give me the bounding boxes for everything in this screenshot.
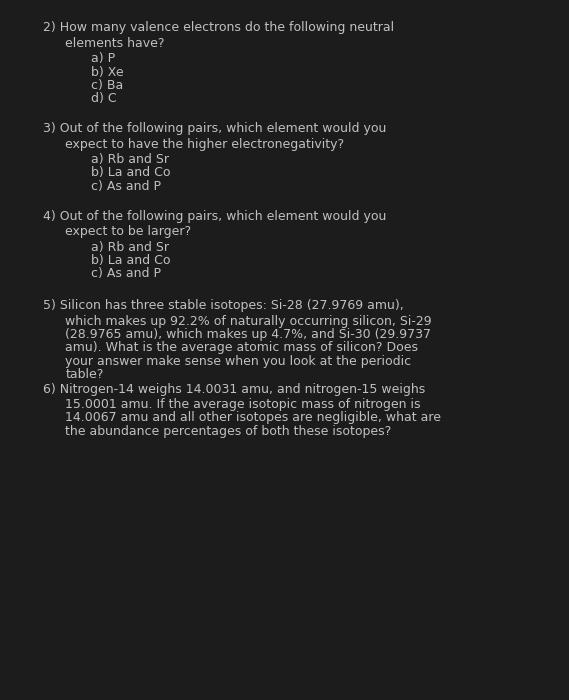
Text: 5) Silicon has three stable isotopes: Si-28 (27.9769 amu),: 5) Silicon has three stable isotopes: Si…	[43, 300, 403, 312]
Text: a) P: a) P	[91, 52, 115, 65]
Text: b) La and Co: b) La and Co	[91, 167, 171, 179]
Text: c) Ba: c) Ba	[91, 79, 123, 92]
Text: elements have?: elements have?	[65, 37, 165, 50]
Text: 3) Out of the following pairs, which element would you: 3) Out of the following pairs, which ele…	[43, 122, 386, 135]
Text: a) Rb and Sr: a) Rb and Sr	[91, 153, 169, 166]
Text: b) La and Co: b) La and Co	[91, 254, 171, 267]
Text: b) Xe: b) Xe	[91, 66, 123, 78]
Text: 6) Nitrogen-14 weighs 14.0031 amu, and nitrogen-15 weighs: 6) Nitrogen-14 weighs 14.0031 amu, and n…	[43, 384, 425, 396]
Text: amu). What is the average atomic mass of silicon? Does: amu). What is the average atomic mass of…	[65, 342, 418, 354]
Text: a) Rb and Sr: a) Rb and Sr	[91, 241, 169, 253]
Text: 2) How many valence electrons do the following neutral: 2) How many valence electrons do the fol…	[43, 22, 394, 34]
Text: 4) Out of the following pairs, which element would you: 4) Out of the following pairs, which ele…	[43, 210, 386, 223]
Text: which makes up 92.2% of naturally occurring silicon, Si-29: which makes up 92.2% of naturally occurr…	[65, 315, 432, 328]
Text: expect to be larger?: expect to be larger?	[65, 225, 192, 238]
Text: d) C: d) C	[91, 92, 117, 105]
Text: c) As and P: c) As and P	[91, 180, 161, 193]
Text: your answer make sense when you look at the periodic: your answer make sense when you look at …	[65, 355, 411, 368]
Text: c) As and P: c) As and P	[91, 267, 161, 280]
Text: table?: table?	[65, 368, 104, 381]
Text: the abundance percentages of both these isotopes?: the abundance percentages of both these …	[65, 425, 391, 438]
Text: 14.0067 amu and all other isotopes are negligible, what are: 14.0067 amu and all other isotopes are n…	[65, 412, 442, 424]
Text: 15.0001 amu. If the average isotopic mass of nitrogen is: 15.0001 amu. If the average isotopic mas…	[65, 398, 421, 411]
Text: expect to have the higher electronegativity?: expect to have the higher electronegativ…	[65, 138, 345, 150]
Text: (28.9765 amu), which makes up 4.7%, and Si-30 (29.9737: (28.9765 amu), which makes up 4.7%, and …	[65, 328, 431, 341]
